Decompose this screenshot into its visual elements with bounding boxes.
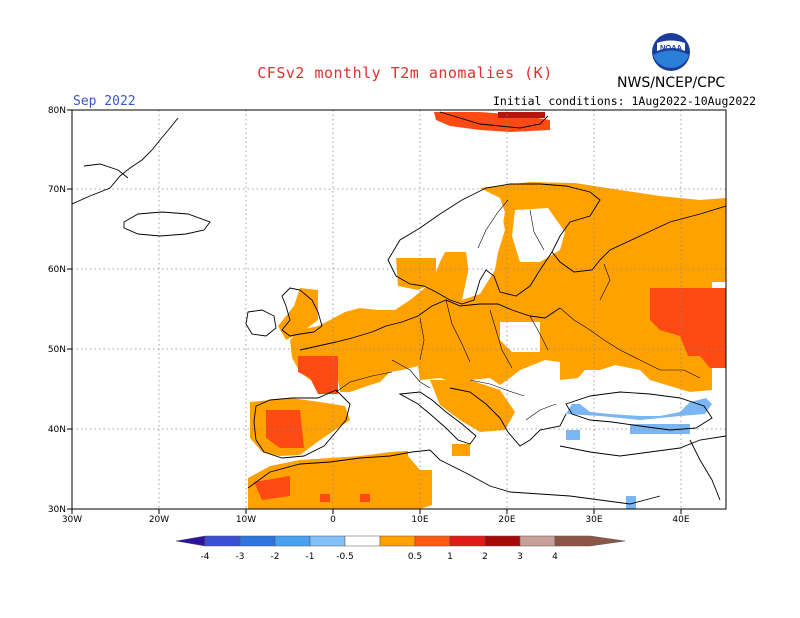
anomaly-fields — [248, 112, 726, 509]
forecast-month: Sep 2022 — [73, 94, 136, 109]
country-borders — [335, 199, 701, 421]
legend-label: 0.5 — [408, 552, 422, 562]
color-legend: -4 -3 -2 -1 -0.5 0.5 1 2 3 4 — [175, 535, 626, 562]
logo-text: NOAA — [660, 43, 683, 52]
lon-label: 10E — [411, 515, 428, 525]
map-title: CFSv2 monthly T2m anomalies (K) — [257, 64, 553, 82]
legend-label: -1 — [306, 552, 315, 562]
legend-label: -4 — [201, 552, 210, 562]
legend-swatch — [239, 535, 276, 547]
legend-swatch — [274, 535, 311, 547]
legend-label: 3 — [517, 552, 523, 562]
lat-labels: 80N 70N 60N 50N 40N 30N — [48, 106, 66, 515]
map-gridlines — [72, 110, 726, 509]
legend-swatch — [449, 535, 486, 547]
legend-swatch — [344, 535, 381, 547]
legend-label: 2 — [482, 552, 488, 562]
legend-label: -0.5 — [336, 552, 354, 562]
axis-ticks — [67, 109, 682, 514]
coastlines — [72, 111, 726, 505]
lat-label: 70N — [48, 185, 66, 195]
lat-label: 30N — [48, 505, 66, 515]
noaa-logo: NOAA — [652, 33, 690, 71]
lon-label: 30E — [585, 515, 602, 525]
anomaly-hot-region — [254, 112, 726, 502]
legend-label: -3 — [236, 552, 245, 562]
legend-swatch — [484, 535, 521, 547]
lat-label: 40N — [48, 425, 66, 435]
legend-label: -2 — [271, 552, 280, 562]
legend-label: 4 — [552, 552, 558, 562]
lon-label: 10W — [236, 515, 256, 525]
lon-label: 20W — [149, 515, 169, 525]
lat-label: 60N — [48, 265, 66, 275]
legend-swatch — [414, 535, 451, 547]
anomaly-very-hot-region — [498, 112, 545, 118]
agency-label: NWS/NCEP/CPC — [617, 75, 726, 91]
lon-label: 0 — [330, 515, 336, 525]
map-frame — [71, 109, 727, 510]
lat-label: 50N — [48, 345, 66, 355]
legend-labels: -4 -3 -2 -1 -0.5 0.5 1 2 3 4 — [201, 552, 559, 562]
lon-label: 30W — [62, 515, 82, 525]
lat-label: 80N — [48, 106, 66, 116]
legend-swatch — [554, 535, 626, 547]
legend-swatch — [379, 535, 416, 547]
initial-conditions: Initial conditions: 1Aug2022-10Aug2022 — [493, 94, 757, 108]
lon-label: 20E — [498, 515, 515, 525]
anomaly-neutral-holes — [408, 205, 565, 470]
lon-labels: 30W 20W 10W 0 10E 20E 30E 40E — [62, 515, 690, 525]
legend-swatch — [175, 535, 206, 547]
legend-swatch — [204, 535, 241, 547]
legend-swatch — [519, 535, 556, 547]
lon-label: 40E — [672, 515, 689, 525]
legend-swatch — [309, 535, 346, 547]
legend-label: 1 — [447, 552, 453, 562]
